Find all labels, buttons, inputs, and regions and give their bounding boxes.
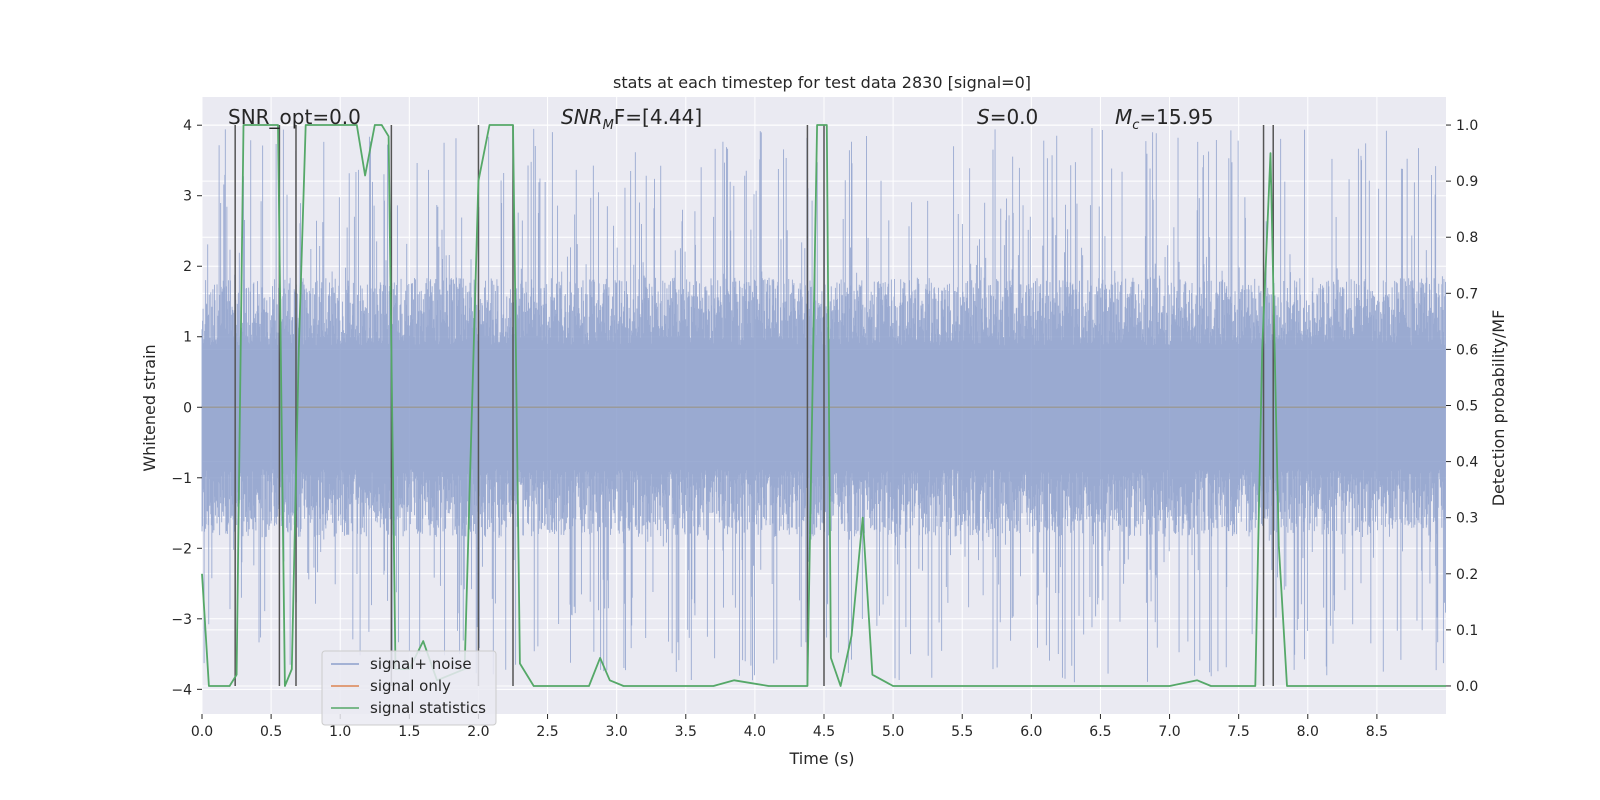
- y2-tick-label: 0.7: [1456, 286, 1478, 302]
- y2-tick-label: 1.0: [1456, 118, 1478, 134]
- mc-base: M: [1115, 105, 1132, 129]
- y-tick-label: −4: [171, 682, 192, 698]
- x-tick-label: 8.0: [1297, 724, 1319, 740]
- ticks: 0.0 0.5 1.0 1.5 2.0 2.5 3.0 3.5 4.0 4.5 5.0 5.5 6.0 6…: [171, 118, 1478, 740]
- x-axis-label: Time (s): [788, 749, 854, 768]
- snr-opt-annotation: SNR_opt=0.0: [228, 105, 361, 129]
- y2-axis-label: Detection probability/MF: [1489, 310, 1508, 507]
- y-tick-label: 3: [183, 189, 192, 205]
- legend-label-signal-statistics: signal statistics: [370, 699, 486, 717]
- chart-title: stats at each timestep for test data 283…: [613, 73, 1031, 92]
- x-tick-label: 6.5: [1089, 724, 1111, 740]
- y-axis-label: Whitened strain: [140, 344, 159, 471]
- y2-tick-label: 0.2: [1456, 567, 1478, 583]
- x-tick-label: 0.0: [191, 724, 213, 740]
- y2-tick-label: 0.8: [1456, 230, 1478, 246]
- x-tick-label: 7.5: [1228, 724, 1250, 740]
- x-tick-label: 5.5: [951, 724, 973, 740]
- s-annotation: S=0.0: [977, 105, 1038, 129]
- y2-tick-label: 0.6: [1456, 342, 1478, 358]
- y2-tick-label: 0.5: [1456, 399, 1478, 415]
- x-tick-label: 2.0: [467, 724, 489, 740]
- s-rest: =0.0: [990, 105, 1039, 129]
- snr-mf-rest: F=[4.44]: [614, 105, 702, 129]
- mc-sub: c: [1132, 118, 1139, 133]
- x-tick-label: 2.5: [536, 724, 558, 740]
- y-tick-label: 4: [183, 118, 192, 134]
- x-tick-label: 3.0: [606, 724, 628, 740]
- signal-statistics-line: [201, 124, 1446, 687]
- x-tick-label: 3.5: [675, 724, 697, 740]
- snr-mf-annotation: SNRMF=[4.44]: [561, 105, 702, 133]
- y2-tick-label: 0.1: [1456, 623, 1478, 639]
- y-tick-label: −2: [171, 541, 192, 557]
- x-tick-label: 1.0: [329, 724, 351, 740]
- x-tick-label: 4.0: [744, 724, 766, 740]
- y2-tick-label: 0.4: [1456, 455, 1478, 471]
- s-base: S: [977, 105, 990, 129]
- y-tick-label: −1: [171, 471, 192, 487]
- legend-box: [321, 650, 497, 726]
- y2-tick-label: 0.9: [1456, 174, 1478, 190]
- x-tick-label: 8.5: [1366, 724, 1388, 740]
- x-tick-label: 5.0: [882, 724, 904, 740]
- snr-mf-sub: M: [603, 118, 614, 133]
- legend-label-signal-noise: signal+ noise: [370, 655, 472, 673]
- y-tick-label: 1: [183, 330, 192, 346]
- x-tick-label: 4.5: [813, 724, 835, 740]
- signal-statistics-series: [201, 124, 1446, 687]
- vertical-markers: [234, 125, 1274, 686]
- mc-rest: =15.95: [1139, 105, 1213, 129]
- y2-tick-label: 0.3: [1456, 511, 1478, 527]
- y-tick-label: 0: [183, 400, 192, 416]
- y-tick-label: −3: [171, 612, 192, 628]
- x-tick-label: 7.0: [1158, 724, 1180, 740]
- snr-mf-base: SNR: [561, 105, 603, 129]
- x-tick-label: 6.0: [1020, 724, 1042, 740]
- y2-tick-label: 0.0: [1456, 679, 1478, 695]
- legend: signal+ noise signal only signal statist…: [321, 650, 497, 726]
- x-tick-label: 0.5: [260, 724, 282, 740]
- x-tick-label: 1.5: [398, 724, 420, 740]
- legend-label-signal-only: signal only: [370, 677, 451, 695]
- y-tick-label: 2: [183, 259, 192, 275]
- mc-annotation: Mc=15.95: [1115, 105, 1213, 133]
